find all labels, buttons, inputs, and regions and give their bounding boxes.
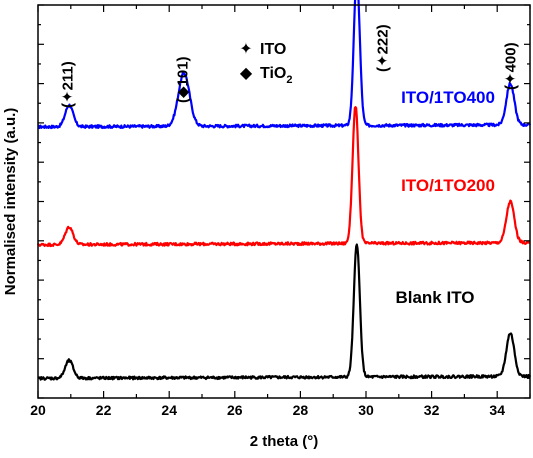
x-axis-label: 2 theta (°) — [250, 433, 319, 450]
peak-annotation: (◆101) — [174, 56, 191, 103]
x-tick-label: 28 — [293, 402, 309, 418]
series-line — [37, 243, 532, 381]
series-label: ITO/1TO200 — [401, 176, 495, 195]
legend-marker: ✦ — [239, 41, 252, 58]
series-line — [37, 0, 532, 130]
x-tick-label: 22 — [96, 402, 112, 418]
x-tick-label: 26 — [227, 402, 243, 418]
peak-annotation: (✦211) — [60, 61, 77, 108]
legend-label: TiO2 — [260, 65, 293, 86]
x-tick-label: 30 — [358, 402, 374, 418]
series-label: ITO/1TO400 — [401, 88, 495, 107]
x-tick-label: 24 — [161, 402, 177, 418]
x-tick-label: 32 — [424, 402, 440, 418]
series-line — [36, 106, 531, 248]
x-tick-label: 20 — [30, 402, 46, 418]
peak-annotation: (✦400) — [502, 42, 519, 90]
legend-marker: ◆ — [240, 65, 253, 82]
series-label: Blank ITO — [395, 288, 474, 307]
peak-annotation: (✦222) — [374, 24, 391, 72]
plot-frame — [37, 4, 531, 399]
annotations-layer: ITO/1TO400 ITO/1TO200 Blank ITO (✦211) (◆101… — [60, 24, 520, 307]
y-axis-label: Normalised intensity (a.u.) — [2, 108, 19, 296]
axes-layer: 20 22 24 26 28 30 32 34 — [30, 4, 531, 418]
legend-label: ITO — [260, 41, 286, 58]
legend-subscript: 2 — [286, 74, 292, 86]
series-layer — [36, 0, 532, 381]
x-tick-label: 34 — [489, 402, 505, 418]
